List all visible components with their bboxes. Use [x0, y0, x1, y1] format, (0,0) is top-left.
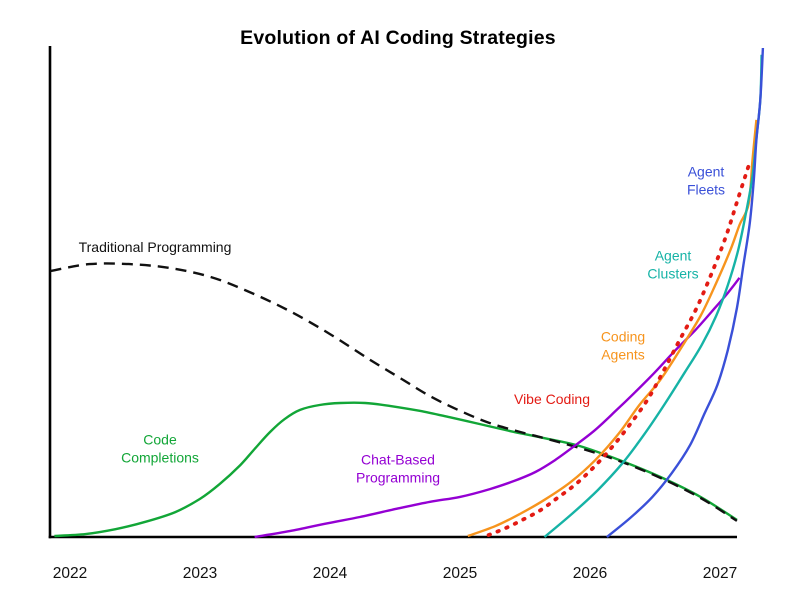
- series-label-agent-clusters: Agent Clusters: [647, 247, 699, 282]
- series-label-traditional-programming: Traditional Programming: [78, 238, 232, 255]
- series-label-code-completions: Code Completions: [121, 431, 199, 466]
- series-line-chat-based-programming: [254, 277, 741, 539]
- series-line-coding-agents: [467, 119, 758, 538]
- series-label-coding-agents: Coding Agents: [600, 328, 646, 363]
- series-line-agent-clusters: [543, 54, 763, 538]
- x-tick-label: 2026: [572, 565, 608, 582]
- series-label-chat-based-programming: Chat-Based Programming: [355, 451, 441, 486]
- x-tick-label: 2027: [702, 565, 738, 582]
- series-label-vibe-coding: Vibe Coding: [513, 390, 591, 407]
- chart-title: Evolution of AI Coding Strategies: [240, 27, 556, 49]
- x-tick-label: 2024: [312, 565, 348, 582]
- x-tick-label: 2022: [52, 565, 88, 582]
- series-line-agent-fleets: [606, 47, 765, 538]
- x-tick-label: 2025: [442, 565, 478, 582]
- series-line-vibe-coding: [486, 163, 751, 537]
- series-label-agent-fleets: Agent Fleets: [686, 163, 726, 198]
- series-lines: [50, 47, 765, 539]
- x-tick-label: 2023: [182, 565, 218, 582]
